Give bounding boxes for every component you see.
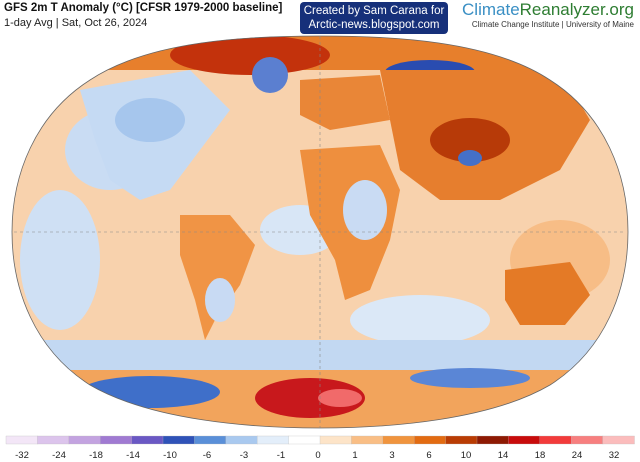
- legend-label: 14: [498, 450, 509, 461]
- legend-swatches: [5, 435, 635, 445]
- legend-label: 6: [426, 450, 431, 461]
- legend-swatch: [602, 435, 635, 445]
- map-title: GFS 2m T Anomaly (°C) [CFSR 1979-2000 ba…: [4, 2, 283, 14]
- legend-label: -3: [240, 450, 248, 461]
- legend-label: 1: [352, 450, 357, 461]
- anomaly-map: [11, 35, 629, 429]
- legend-swatch: [194, 435, 227, 445]
- greenland: [252, 57, 288, 93]
- east-antarctic-cold-patch: [410, 368, 530, 388]
- credit-line-1: Created by Sam Carana for: [303, 5, 445, 17]
- legend-label: -18: [89, 450, 103, 461]
- legend-label: -10: [163, 450, 177, 461]
- legend-swatch: [476, 435, 510, 445]
- legend-swatch: [5, 435, 39, 445]
- antarctic-hot-patch: [255, 378, 365, 418]
- legend-swatch: [68, 435, 101, 445]
- legend-swatch: [162, 435, 196, 445]
- logo-brand-part-1: Climate: [462, 0, 520, 19]
- legend-swatch: [382, 435, 415, 445]
- antarctic-hotspot: [318, 389, 362, 407]
- legend-label: -14: [126, 450, 140, 461]
- europe: [300, 75, 390, 130]
- legend-swatch: [319, 435, 353, 445]
- legend-labels: -32 -24 -18 -14 -10 -6 -3 -1 0 1 3 6 10 14 18 24 32: [15, 450, 619, 461]
- credit-line-2: Arctic-news.blogspot.com: [308, 19, 440, 31]
- logo-brand-part-2: Reanalyzer.org: [519, 0, 634, 19]
- legend-swatch: [131, 435, 164, 445]
- east-pacific-cool-patch: [20, 190, 100, 330]
- australia: [505, 262, 590, 325]
- legend-swatch: [257, 435, 290, 445]
- globe-outline: [11, 35, 629, 429]
- tibet-cold-patch: [458, 150, 482, 166]
- legend-swatch: [508, 435, 541, 445]
- central-africa-cool-patch: [343, 180, 387, 240]
- legend-label: 0: [315, 450, 320, 461]
- legend-swatch: [414, 435, 447, 445]
- legend-label: 18: [535, 450, 546, 461]
- legend-label: 3: [389, 450, 394, 461]
- legend-label: 24: [572, 450, 583, 461]
- indian-ocean-cool-patch: [350, 295, 490, 345]
- south-america: [180, 215, 255, 340]
- legend-swatch: [37, 435, 70, 445]
- ross-sea-cold-patch: [80, 376, 220, 408]
- legend-swatch: [539, 435, 572, 445]
- logo-institution: Climate Change Institute | University of…: [471, 20, 634, 29]
- north-america-cool-core: [115, 98, 185, 142]
- legend-swatch: [225, 435, 258, 445]
- legend-label: -6: [203, 450, 211, 461]
- legend-swatch: [445, 435, 478, 445]
- logo-brand: ClimateReanalyzer.org: [462, 0, 634, 20]
- legend-label: -24: [52, 450, 66, 461]
- color-legend: -32 -24 -18 -14 -10 -6 -3 -1 0 1 3 6 10 14 18 24 32: [5, 435, 635, 461]
- credit-badge: Created by Sam Carana for Arctic-news.bl…: [300, 2, 448, 34]
- legend-swatch: [351, 435, 384, 445]
- legend-swatch: [100, 435, 133, 445]
- legend-label: 32: [609, 450, 620, 461]
- map-subtitle: 1-day Avg | Sat, Oct 26, 2024: [4, 17, 148, 29]
- arctic-warm-patch: [170, 36, 330, 75]
- patagonia-cool-patch: [205, 278, 235, 322]
- legend-swatch: [571, 435, 604, 445]
- legend-swatch: [288, 435, 321, 445]
- legend-label: -32: [15, 450, 29, 461]
- legend-label: 10: [461, 450, 472, 461]
- legend-label: -1: [277, 450, 285, 461]
- climate-reanalyzer-logo: ClimateReanalyzer.org Climate Change Ins…: [462, 0, 634, 29]
- central-asia-hot-patch: [430, 118, 510, 162]
